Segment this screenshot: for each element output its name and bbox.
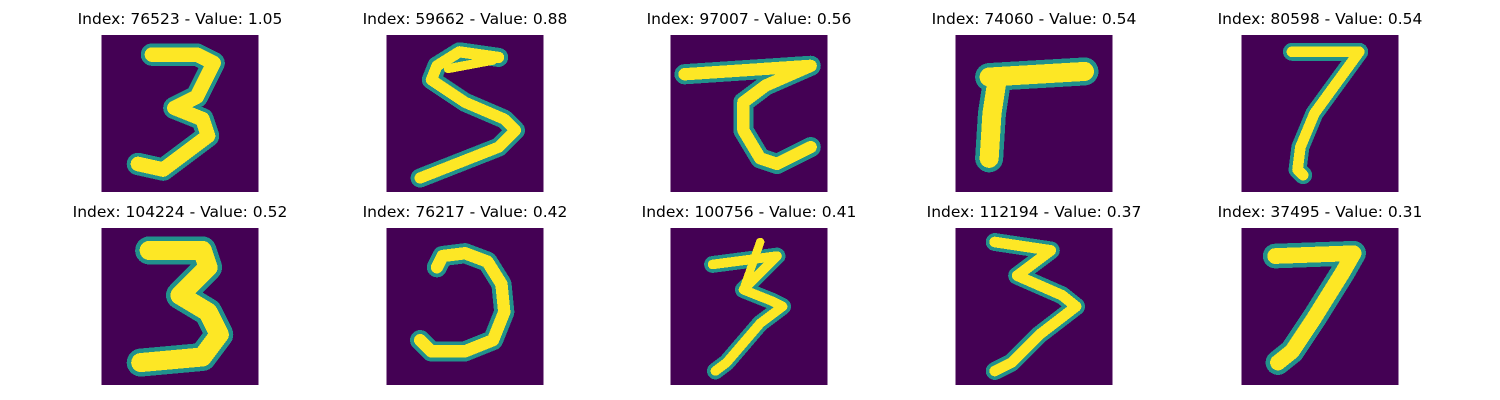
- digit-image: [386, 35, 544, 192]
- panel-title: Index: 112194 - Value: 0.37: [926, 203, 1142, 221]
- panel-title: Index: 104224 - Value: 0.52: [72, 203, 288, 221]
- digit-image: [101, 35, 259, 192]
- digit-image: [955, 35, 1113, 192]
- digit-image: [101, 228, 259, 385]
- panel-title: Index: 97007 - Value: 0.56: [646, 10, 852, 28]
- digit-image: [1241, 35, 1399, 192]
- digit-image: [1241, 228, 1399, 385]
- panel-title: Index: 74060 - Value: 0.54: [931, 10, 1137, 28]
- digit-image: [386, 228, 544, 385]
- digit-image: [670, 228, 828, 385]
- panel-title: Index: 76523 - Value: 1.05: [77, 10, 283, 28]
- panel-title: Index: 59662 - Value: 0.88: [362, 10, 568, 28]
- panel-title: Index: 80598 - Value: 0.54: [1217, 10, 1423, 28]
- digit-image: [670, 35, 828, 192]
- panel-title: Index: 76217 - Value: 0.42: [362, 203, 568, 221]
- panel-title: Index: 100756 - Value: 0.41: [641, 203, 857, 221]
- digit-image: [955, 228, 1113, 385]
- panel-title: Index: 37495 - Value: 0.31: [1217, 203, 1423, 221]
